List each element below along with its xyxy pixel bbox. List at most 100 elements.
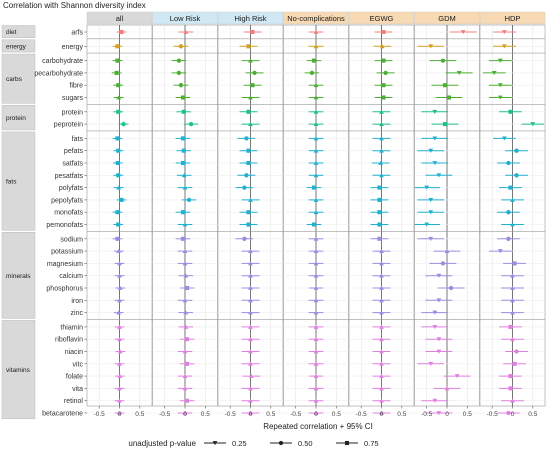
estimate-mark: [488, 249, 512, 254]
point-estimate: [116, 185, 122, 190]
estimate-mark: [433, 248, 461, 254]
estimate-mark: [414, 222, 441, 227]
point-estimate: [117, 273, 122, 278]
point-estimate: [379, 386, 384, 391]
point-estimate: [508, 185, 513, 190]
point-estimate: [436, 337, 442, 342]
estimate-mark: [521, 122, 545, 127]
estimate-mark: [113, 95, 124, 100]
point-estimate: [114, 70, 119, 75]
estimate-mark: [374, 29, 393, 35]
point-estimate: [379, 337, 384, 342]
estimate-mark: [177, 248, 193, 254]
panel: [152, 24, 218, 414]
estimate-mark: [308, 173, 324, 178]
estimate-mark: [116, 29, 127, 35]
estimate-mark: [501, 285, 524, 290]
point-estimate: [117, 298, 122, 303]
estimate-mark: [425, 173, 453, 178]
x-axis: -0.5 0 0.5: [290, 406, 341, 418]
point-estimate: [115, 236, 120, 241]
point-estimate: [514, 148, 519, 153]
estimate-mark: [308, 298, 324, 303]
estimate-mark: [499, 109, 522, 114]
estimate-mark: [241, 361, 260, 366]
row-label: pefats: [64, 148, 84, 155]
point-estimate: [510, 273, 515, 278]
point-estimate: [501, 136, 507, 141]
estimate-mark: [417, 197, 445, 203]
point-estimate: [510, 298, 515, 303]
legend-entry: 0.25: [204, 439, 247, 448]
point-estimate: [313, 136, 319, 141]
estimate-mark: [114, 298, 125, 303]
estimate-mark: [241, 349, 260, 354]
estimate-mark: [445, 70, 473, 76]
estimate-mark: [179, 337, 195, 342]
row-label: phosphorus: [46, 286, 83, 293]
estimate-mark: [115, 285, 126, 290]
point-estimate: [182, 298, 188, 303]
estimate-mark: [308, 197, 324, 202]
point-estimate: [313, 373, 319, 379]
point-estimate: [444, 386, 450, 391]
chart-title: Correlation with Shannon diversity index: [3, 1, 146, 10]
point-estimate: [246, 210, 251, 215]
estimate-mark: [113, 148, 124, 153]
point-estimate: [530, 122, 536, 127]
point-estimate: [117, 261, 122, 266]
estimate-mark: [373, 44, 392, 49]
point-estimate: [313, 324, 319, 329]
x-tick-label: 0: [314, 411, 318, 418]
row-label: thiamin: [60, 324, 83, 331]
estimate-mark: [115, 373, 125, 379]
estimate-mark: [425, 337, 453, 342]
estimate-mark: [372, 373, 391, 379]
point-estimate: [183, 29, 189, 34]
point-estimate: [313, 298, 319, 303]
point-estimate: [377, 236, 382, 241]
point-estimate: [182, 410, 188, 415]
x-axis: -0.5 0 0.5: [94, 406, 145, 418]
estimate-mark: [178, 310, 194, 315]
point-estimate: [184, 398, 190, 403]
panel-strip-bg: [152, 11, 218, 25]
estimate-mark: [505, 173, 528, 178]
estimate-mark: [113, 248, 124, 254]
panel-label: GDM: [438, 14, 456, 23]
estimate-mark: [372, 298, 391, 303]
row-label: zinc: [71, 310, 84, 317]
point-estimate: [309, 70, 315, 76]
point-estimate: [182, 185, 188, 190]
point-estimate: [248, 349, 253, 354]
estimate-mark: [113, 109, 124, 114]
row-label: magnesium: [47, 261, 83, 268]
point-estimate: [377, 185, 382, 190]
x-tick-label: 0: [183, 411, 187, 418]
panel: [479, 24, 546, 414]
panel-strip-bg: [217, 11, 284, 25]
row-label: peprotein: [54, 122, 83, 129]
estimate-mark: [177, 222, 193, 227]
point-estimate: [432, 310, 438, 315]
point-estimate: [379, 148, 384, 153]
estimate-mark: [493, 44, 516, 49]
group-strip-bg: [1, 53, 36, 104]
estimate-mark: [505, 148, 528, 153]
estimate-mark: [179, 361, 195, 366]
point-estimate: [512, 361, 517, 366]
point-estimate: [117, 337, 122, 342]
point-estimate: [242, 185, 247, 190]
estimate-mark: [308, 349, 324, 354]
point-estimate: [379, 109, 384, 114]
row-label: sodium: [60, 236, 83, 243]
estimate-mark: [501, 310, 524, 315]
estimate-mark: [114, 337, 125, 342]
point-estimate: [311, 58, 317, 63]
point-estimate: [181, 148, 186, 153]
estimate-mark: [501, 222, 524, 227]
point-estimate: [510, 197, 515, 202]
point-estimate: [116, 222, 121, 227]
point-estimate: [313, 349, 319, 354]
row-label: satfats: [62, 161, 83, 168]
